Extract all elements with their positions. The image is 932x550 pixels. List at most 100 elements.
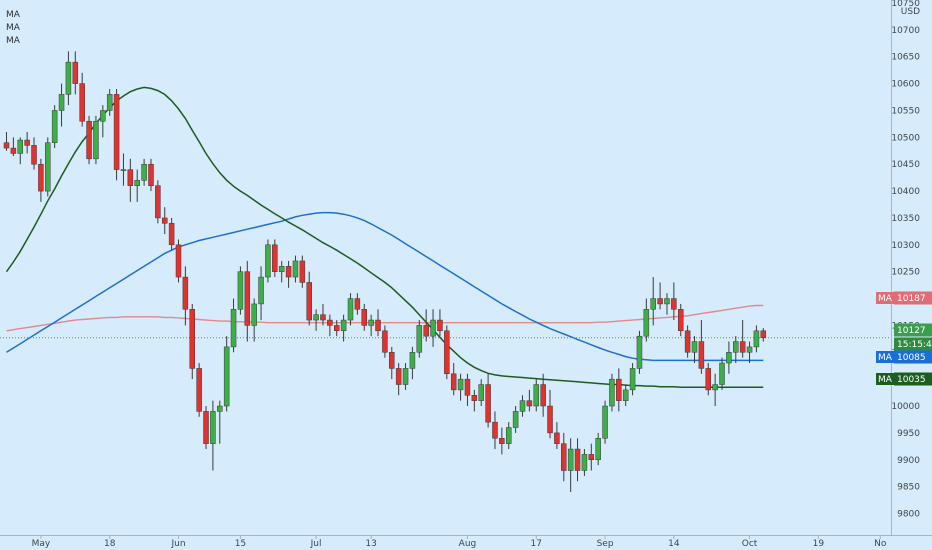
candle-body[interactable] <box>561 443 567 471</box>
candle-body[interactable] <box>189 309 196 369</box>
candle-body[interactable] <box>609 378 615 407</box>
candle-body[interactable] <box>733 341 739 353</box>
candle-body[interactable] <box>51 110 58 143</box>
candle-body[interactable] <box>223 346 230 407</box>
candle-body[interactable] <box>540 384 546 407</box>
candle-body[interactable] <box>251 303 257 326</box>
candle-body[interactable] <box>629 368 636 391</box>
candle-body[interactable] <box>278 266 285 272</box>
candle-body[interactable] <box>65 61 72 95</box>
candle-body[interactable] <box>182 276 189 310</box>
candle-body[interactable] <box>533 384 540 407</box>
candle-body[interactable] <box>168 223 175 246</box>
candle-body[interactable] <box>217 405 223 412</box>
candle-body[interactable] <box>402 368 409 385</box>
candle-body[interactable] <box>581 454 588 471</box>
candle-body[interactable] <box>299 260 306 283</box>
candle-body[interactable] <box>684 330 691 353</box>
candle-body[interactable] <box>664 298 670 305</box>
candle-body[interactable] <box>3 142 10 149</box>
candle-body[interactable] <box>100 110 106 122</box>
candle-body[interactable] <box>17 139 24 154</box>
candle-body[interactable] <box>58 94 65 111</box>
candle-body[interactable] <box>361 309 368 326</box>
candle-body[interactable] <box>45 142 51 192</box>
candle-body[interactable] <box>471 395 478 401</box>
candle-body[interactable] <box>746 346 753 353</box>
price-axis[interactable]: 9800985099009950100001005010100101501020… <box>891 0 920 520</box>
candle-body[interactable] <box>519 400 526 412</box>
candle-body[interactable] <box>499 438 505 444</box>
candle-body[interactable] <box>485 384 491 423</box>
candle-body[interactable] <box>203 411 209 444</box>
candle-body[interactable] <box>395 368 402 385</box>
candle-body[interactable] <box>155 185 161 219</box>
candle-body[interactable] <box>127 169 134 186</box>
candle-body[interactable] <box>526 400 533 407</box>
candle-body[interactable] <box>292 260 299 278</box>
candle-body[interactable] <box>616 378 622 401</box>
candle-body[interactable] <box>389 352 395 369</box>
candle-body[interactable] <box>739 341 746 353</box>
candle-body[interactable] <box>354 298 361 310</box>
candle-body[interactable] <box>31 145 37 165</box>
candle-body[interactable] <box>464 378 471 396</box>
candle-body[interactable] <box>430 319 436 337</box>
candle-body[interactable] <box>505 427 512 444</box>
candle-body[interactable] <box>588 454 595 461</box>
candle-body[interactable] <box>677 309 684 332</box>
candle-body[interactable] <box>409 352 416 369</box>
candle-body[interactable] <box>79 83 85 122</box>
candle-body[interactable] <box>382 330 388 353</box>
candle-body[interactable] <box>237 271 244 310</box>
candle-body[interactable] <box>113 94 120 170</box>
candle-body[interactable] <box>671 298 677 310</box>
candle-body[interactable] <box>643 309 650 337</box>
candle-body[interactable] <box>306 282 312 321</box>
candle-body[interactable] <box>457 378 464 391</box>
candle-body[interactable] <box>175 244 182 278</box>
candle-body[interactable] <box>210 411 216 444</box>
candle-body[interactable] <box>347 298 354 321</box>
candle-body[interactable] <box>272 244 278 272</box>
candle-body[interactable] <box>554 432 560 444</box>
candle-body[interactable] <box>93 120 99 160</box>
candle-body[interactable] <box>416 325 423 353</box>
candle-body[interactable] <box>650 298 656 310</box>
candle-body[interactable] <box>368 319 374 326</box>
candle-body[interactable] <box>24 139 30 146</box>
candle-body[interactable] <box>547 405 553 434</box>
candles[interactable] <box>3 51 767 493</box>
candle-body[interactable] <box>38 163 44 192</box>
candle-body[interactable] <box>574 448 581 471</box>
candle-body[interactable] <box>698 341 705 369</box>
candle-body[interactable] <box>285 266 292 278</box>
candle-body[interactable] <box>86 120 92 160</box>
candle-body[interactable] <box>313 314 319 321</box>
candle-body[interactable] <box>602 405 608 439</box>
candle-body[interactable] <box>705 368 712 391</box>
candle-body[interactable] <box>622 389 629 401</box>
candle-body[interactable] <box>120 169 127 171</box>
candle-body[interactable] <box>148 163 154 186</box>
candle-body[interactable] <box>726 352 732 364</box>
candle-body[interactable] <box>492 421 498 439</box>
candle-body[interactable] <box>753 330 760 348</box>
candle-body[interactable] <box>719 362 725 385</box>
candle-body[interactable] <box>691 341 698 353</box>
candle-body[interactable] <box>134 180 140 186</box>
candle-body[interactable] <box>437 319 443 332</box>
candle-body[interactable] <box>340 319 347 332</box>
candle-body[interactable] <box>244 271 251 326</box>
candle-body[interactable] <box>265 244 271 278</box>
candle-body[interactable] <box>72 61 79 84</box>
time-axis[interactable]: May 18 Jun 15 Jul 13 Aug 17 Sep 14 Oct 19 No <box>32 535 887 549</box>
candle-body[interactable] <box>106 94 113 111</box>
candle-body[interactable] <box>760 330 767 339</box>
candle-body[interactable] <box>712 384 718 391</box>
candle-body[interactable] <box>196 368 202 412</box>
candle-body[interactable] <box>327 319 333 326</box>
candle-body[interactable] <box>375 319 381 332</box>
candle-body[interactable] <box>161 217 168 224</box>
